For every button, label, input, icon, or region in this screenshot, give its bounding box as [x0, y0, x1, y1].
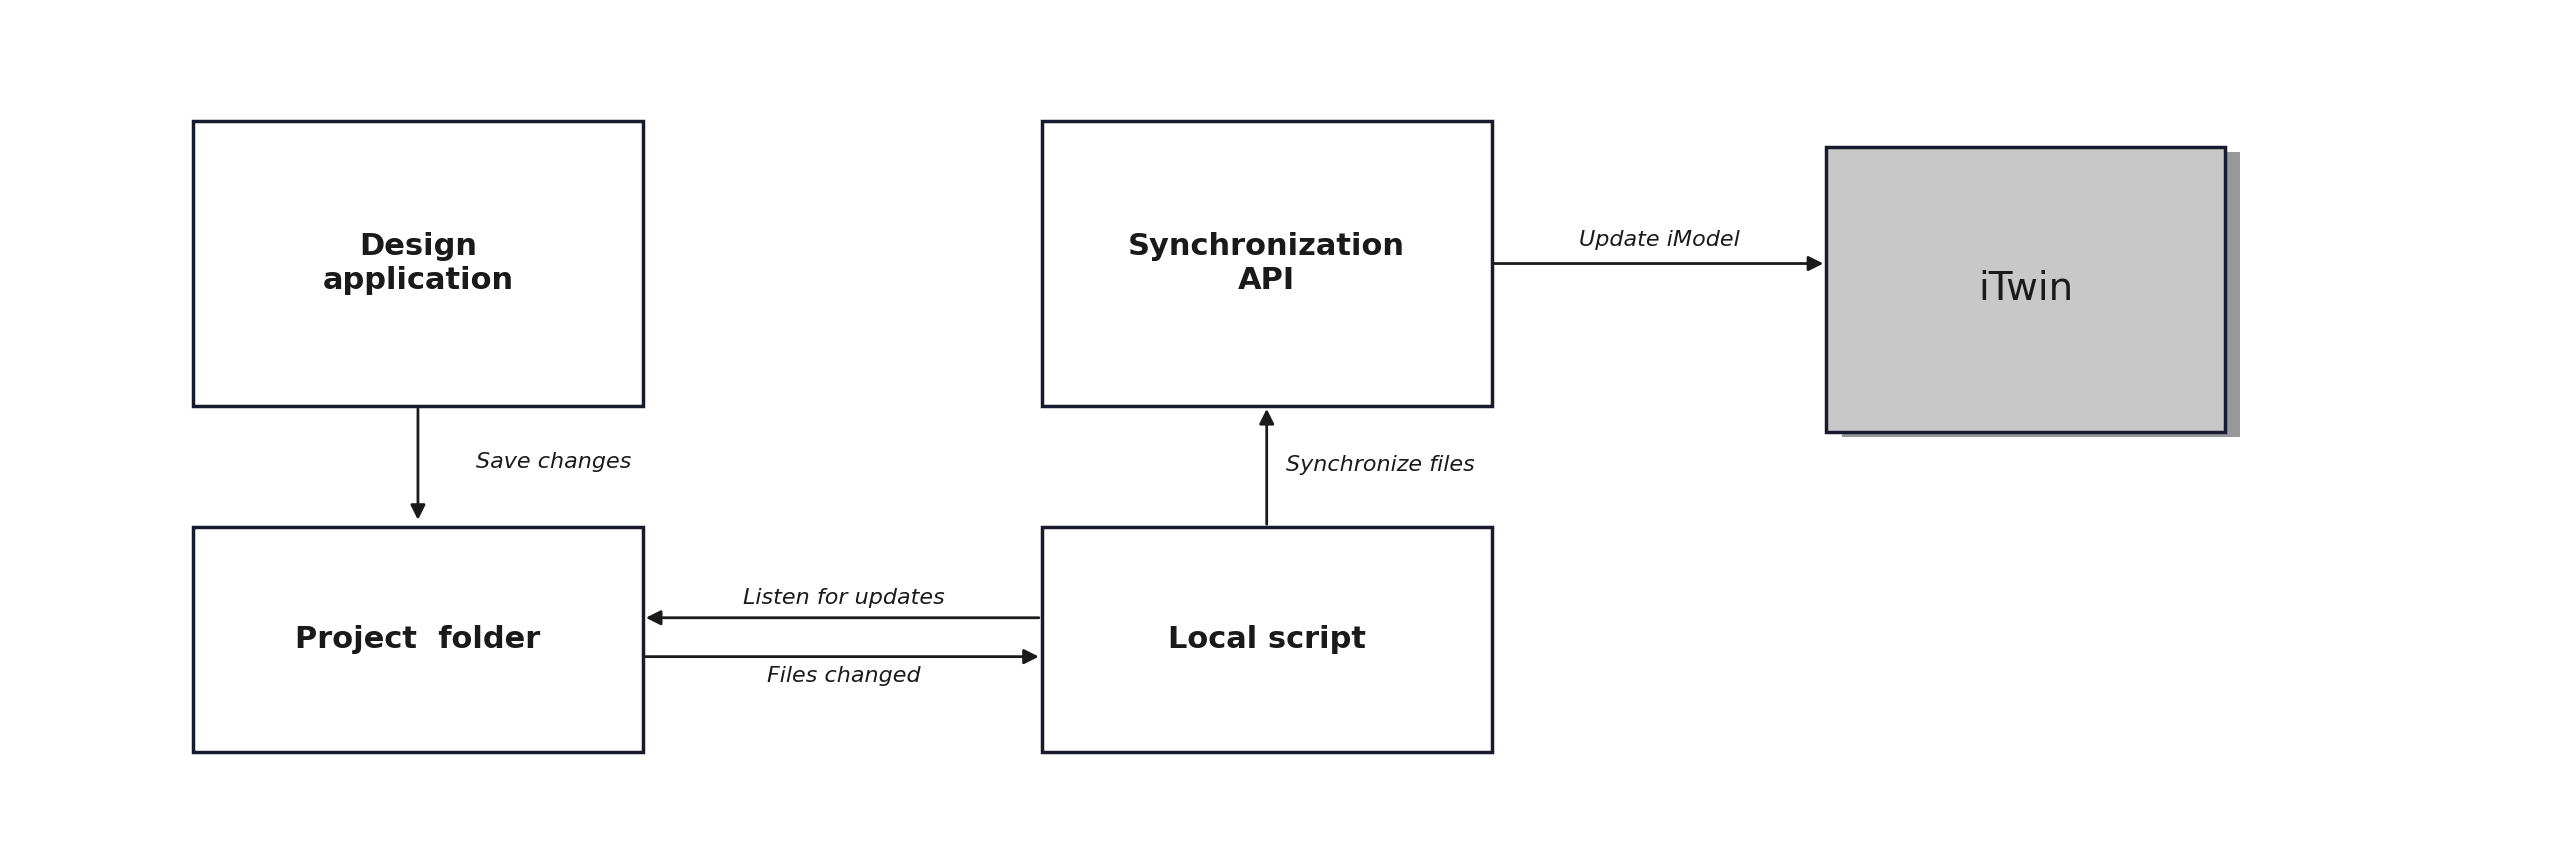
Text: iTwin: iTwin: [1978, 270, 2073, 308]
Text: Listen for updates: Listen for updates: [743, 588, 944, 608]
FancyBboxPatch shape: [1042, 527, 1492, 752]
Text: Synchronize files: Synchronize files: [1286, 454, 1474, 475]
Text: Local script: Local script: [1168, 625, 1366, 654]
Text: Files changed: Files changed: [766, 665, 921, 686]
Text: Save changes: Save changes: [476, 452, 630, 473]
FancyBboxPatch shape: [1042, 121, 1492, 406]
Text: Project  folder: Project folder: [296, 625, 540, 654]
FancyBboxPatch shape: [193, 527, 643, 752]
Text: Design
application: Design application: [322, 232, 514, 295]
Text: Synchronization
API: Synchronization API: [1129, 232, 1404, 295]
Text: Update iModel: Update iModel: [1579, 230, 1739, 251]
FancyBboxPatch shape: [1842, 152, 2240, 437]
FancyBboxPatch shape: [193, 121, 643, 406]
FancyBboxPatch shape: [1826, 147, 2225, 432]
